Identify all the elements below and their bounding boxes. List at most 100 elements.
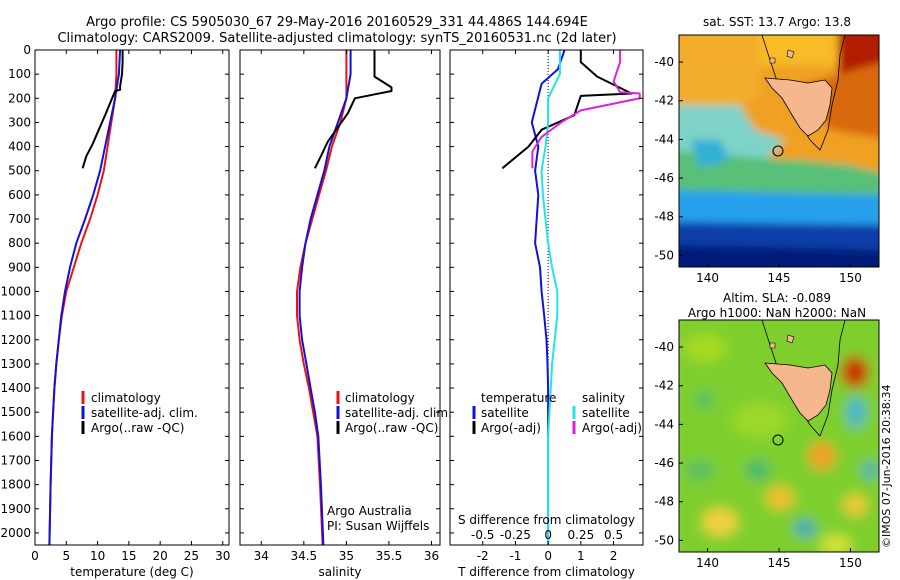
x2-tick-label: -0.25	[500, 528, 531, 542]
plot-frame	[34, 49, 230, 546]
x-tick-label: 35.5	[376, 549, 403, 563]
x-tick-label: 25	[184, 549, 199, 563]
sla-field	[679, 320, 879, 552]
sst-islands	[769, 49, 795, 64]
sla-map-title-2: Argo h1000: NaN h2000: NaN	[688, 306, 866, 320]
x-tick-label: -2	[477, 549, 489, 563]
y-tick-label: 1200	[0, 333, 31, 347]
series-temperature-satellite	[530, 49, 566, 545]
y-tick-label: 1600	[0, 429, 31, 443]
x-axis-label: temperature (deg C)	[70, 565, 193, 579]
header-line-1: Argo profile: CS 5905030_67 29-May-2016 …	[86, 15, 588, 30]
credit-line-2: PI: Susan Wijffels	[327, 519, 429, 533]
x-tick-label: 0	[544, 549, 552, 563]
y-tick-label: 1300	[0, 357, 31, 371]
header-line-2: Climatology: CARS2009. Satellite-adjuste…	[57, 31, 616, 46]
x-tick-label: 5	[62, 549, 70, 563]
sla-islands	[769, 334, 795, 349]
difference-legend: temperature salinity satellite Argo(-adj…	[472, 391, 642, 435]
sst-argo-marker	[772, 145, 784, 157]
credit-line-1: Argo Australia	[327, 504, 412, 518]
map-x-tick-label: 150	[839, 271, 862, 285]
temperature-legend: climatology satellite-adj. clim. Argo(..…	[81, 391, 198, 435]
series-argo-raw-qc	[314, 50, 393, 169]
x-tick-label: 34	[254, 549, 269, 563]
y-tick-label: 1500	[0, 405, 31, 419]
salinity-legend: climatology satellite-adj. clim. Argo(..…	[327, 391, 452, 533]
y-tick-label: 1100	[0, 309, 31, 323]
legend-label-sal-satellite: satellite	[582, 406, 630, 420]
map-y-tick-label: -46	[654, 171, 674, 185]
plot-frame	[239, 49, 441, 546]
legend-label-argo: Argo(..raw -QC)	[91, 421, 184, 435]
series-satellite-adj-clim	[48, 49, 122, 546]
sla-tasmania-land	[764, 362, 833, 422]
map-y-tick-label: -50	[654, 248, 674, 262]
x-tick-label: 10	[90, 549, 105, 563]
y-tick-label: 800	[8, 236, 31, 250]
y-tick-label: 0	[23, 43, 31, 57]
x2-tick-label: 0	[544, 528, 552, 542]
map-y-tick-label: -44	[654, 417, 674, 431]
x-tick-label: 0	[31, 549, 39, 563]
y-tick-label: 2000	[0, 526, 31, 540]
x-tick-label: 15	[121, 549, 136, 563]
sst-tasmania-land	[764, 77, 833, 137]
map-y-tick-label: -48	[654, 495, 674, 509]
y-tick-label: 1900	[0, 502, 31, 516]
sla-argo-marker	[772, 434, 784, 446]
x-tick-label: 35	[339, 549, 354, 563]
legend-label-argo: Argo(..raw -QC)	[345, 421, 438, 435]
legend-title-temperature: temperature	[481, 391, 556, 405]
legend-label-climatology: climatology	[345, 391, 415, 405]
legend-label-satellite: satellite-adj. clim.	[91, 406, 198, 420]
imos-watermark: ©IMOS 07-Jun-2016 20:38:34	[880, 384, 893, 548]
legend-label-temp-satellite: satellite	[481, 406, 529, 420]
x-tick-label: 1	[577, 549, 585, 563]
salinity-panel: 34 34.5 35 35.5 36 salinity	[239, 49, 441, 579]
legend-label-climatology: climatology	[91, 391, 161, 405]
x-tick-label: 30	[215, 549, 230, 563]
y-tick-label: 300	[8, 115, 31, 129]
y-tick-label: 1400	[0, 381, 31, 395]
y-tick-label: 700	[8, 212, 31, 226]
sst-field	[679, 35, 879, 267]
y-tick-label: 600	[8, 188, 31, 202]
sst-map: 140 145 150 -40 -42 -44 -46 -48 -50	[654, 34, 880, 285]
map-x-tick-label: 140	[696, 271, 719, 285]
map-y-tick-label: -40	[654, 340, 674, 354]
legend-label-satellite: satellite-adj. clim.	[345, 406, 452, 420]
sla-map-title-1: Altim. SLA: -0.089	[723, 291, 831, 305]
map-y-tick-label: -44	[654, 132, 674, 146]
map-y-tick-label: -50	[654, 533, 674, 547]
x-tick-label: 36	[424, 549, 439, 563]
map-y-tick-label: -48	[654, 210, 674, 224]
y-tick-label: 1800	[0, 478, 31, 492]
x-axis-label: T difference from climatology	[457, 565, 635, 579]
x-tick-label: -1	[509, 549, 521, 563]
y-tick-label: 1000	[0, 284, 31, 298]
map-x-tick-label: 140	[696, 556, 719, 570]
sst-map-title: sat. SST: 13.7 Argo: 13.8	[703, 15, 851, 29]
series-satellite-adj-clim	[298, 50, 352, 546]
map-y-tick-label: -42	[654, 94, 674, 108]
map-x-tick-label: 150	[839, 556, 862, 570]
legend-label-sal-argo: Argo(-adj)	[582, 421, 642, 435]
plot-frame	[449, 49, 644, 546]
x-axis-label: salinity	[318, 565, 361, 579]
map-x-tick-label: 145	[768, 271, 791, 285]
y-tick-label: 900	[8, 260, 31, 274]
x-tick-label: 34.5	[290, 549, 317, 563]
map-y-tick-label: -42	[654, 379, 674, 393]
legend-title-salinity: salinity	[582, 391, 625, 405]
series-climatology	[48, 50, 118, 546]
series-temperature-argo-adj	[501, 50, 633, 170]
difference-panel: -2 -1 0 1 2 T difference from climatology S di…	[449, 49, 644, 579]
x2-tick-label: 0.5	[604, 528, 623, 542]
map-y-tick-label: -40	[654, 55, 674, 69]
sst-map-ticks: 140 145 150 -40 -42 -44 -46 -48 -50	[654, 55, 861, 285]
x-tick-label: 20	[153, 549, 168, 563]
map-x-tick-label: 145	[768, 556, 791, 570]
legend-label-temp-argo: Argo(-adj)	[481, 421, 541, 435]
